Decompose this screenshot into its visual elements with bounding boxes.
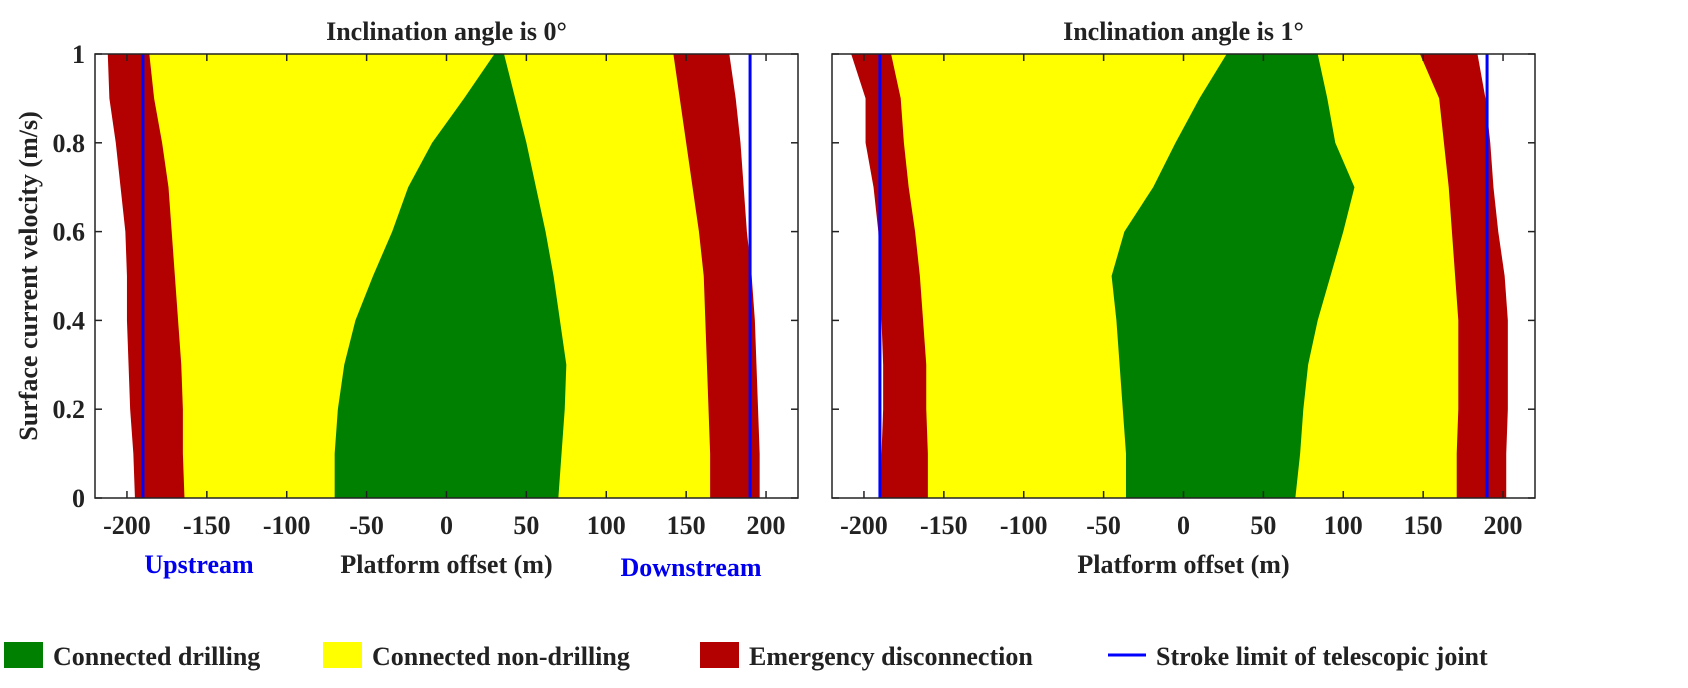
x-tick-label: -100 [1000,511,1048,540]
y-tick-label: 1 [72,40,85,69]
region-connected-drilling [334,54,567,498]
x-tick-label: 0 [440,511,453,540]
y-tick-label: 0.8 [53,129,86,158]
legend-label: Emergency disconnection [749,642,1033,671]
legend-label: Connected drilling [53,642,260,671]
x-tick-label: 150 [1404,511,1443,540]
x-tick-label: 150 [667,511,706,540]
x-tick-label: 200 [747,511,786,540]
x-tick-label: 50 [1250,511,1276,540]
x-tick-label: -150 [920,511,968,540]
y-axis-label: Surface current velocity (m/s) [14,111,43,440]
x-tick-label: -200 [103,511,151,540]
x-tick-label: -50 [349,511,384,540]
legend-swatch [323,642,362,668]
x-tick-label: -100 [263,511,311,540]
legend-swatch [4,642,43,668]
x-tick-label: 50 [513,511,539,540]
downstream-label: Downstream [620,553,761,582]
x-tick-label: 100 [1324,511,1363,540]
x-tick-label: 0 [1177,511,1190,540]
legend-label: Connected non-drilling [372,642,630,671]
x-axis-label: Platform offset (m) [1077,550,1289,579]
x-axis-label: Platform offset (m) [340,550,552,579]
x-tick-label: 100 [587,511,626,540]
region-connected-drilling [1111,54,1355,498]
x-tick-label: -50 [1086,511,1121,540]
y-tick-label: 0 [72,484,85,513]
x-tick-label: -150 [183,511,231,540]
x-tick-label: 200 [1484,511,1523,540]
legend-swatch [700,642,739,668]
plot-panel-1 [94,53,799,499]
legend-label: Stroke limit of telescopic joint [1156,642,1488,671]
x-tick-label: -200 [840,511,888,540]
chart-title: Inclination angle is 0° [326,17,567,46]
y-tick-label: 0.2 [53,395,86,424]
legend [4,642,1146,668]
y-tick-label: 0.4 [53,306,86,335]
y-tick-label: 0.6 [53,218,86,247]
plot-panel-2 [831,53,1536,499]
upstream-label: Upstream [144,550,254,579]
chart-title: Inclination angle is 1° [1063,17,1304,46]
